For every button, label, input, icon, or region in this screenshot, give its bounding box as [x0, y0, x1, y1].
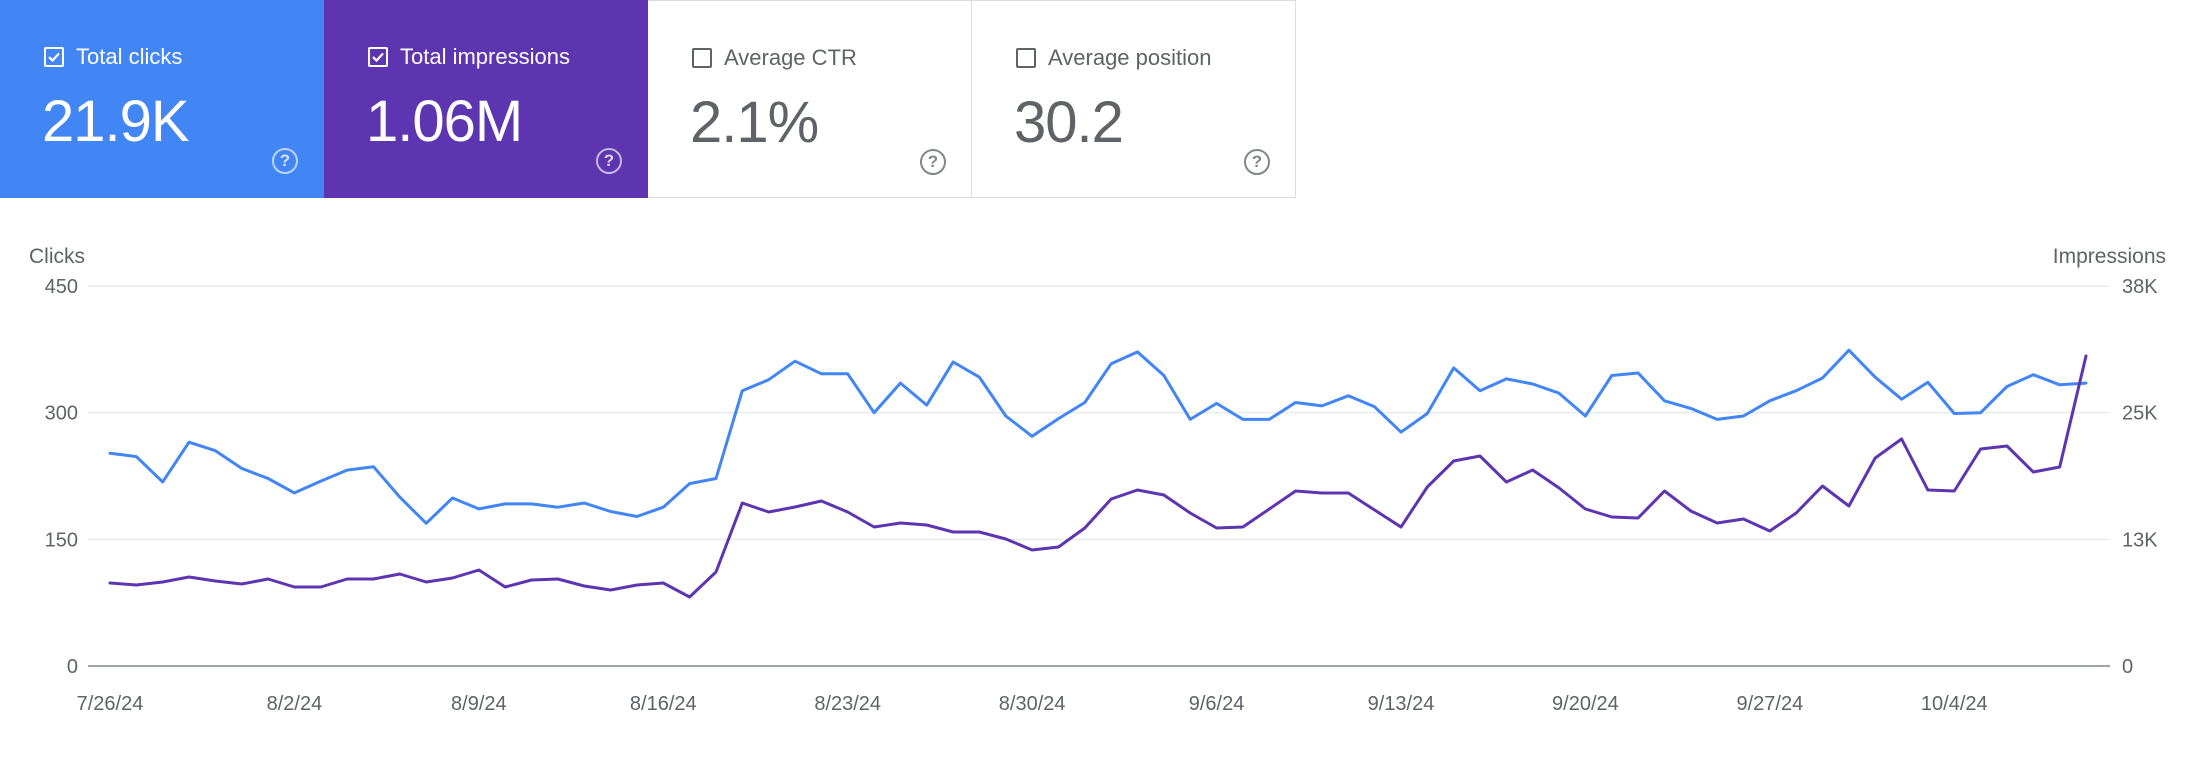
clicks-series-line[interactable]: [108, 348, 2088, 525]
card-label: Average CTR: [724, 45, 857, 70]
card-value: 21.9K: [42, 89, 190, 154]
right-tick-label: 25K: [2122, 403, 2158, 425]
help-icon[interactable]: ?: [1244, 149, 1270, 175]
x-tick-label: 8/23/24: [814, 693, 881, 715]
x-tick-label: 9/27/24: [1736, 693, 1803, 715]
card-value: 1.06M: [366, 89, 523, 154]
average-position-card[interactable]: Average position 30.2 ?: [972, 0, 1296, 198]
help-icon[interactable]: ?: [596, 148, 622, 174]
x-tick-label: 9/6/24: [1189, 693, 1245, 715]
checkbox-checked-icon[interactable]: [44, 47, 64, 67]
card-header: Average position: [1016, 45, 1212, 71]
card-label: Total impressions: [400, 44, 570, 69]
impressions-series-line[interactable]: [108, 354, 2088, 599]
left-tick-label: 150: [45, 529, 78, 551]
card-header: Total impressions: [368, 44, 570, 70]
checkbox-unchecked-icon[interactable]: [1016, 48, 1036, 68]
help-icon[interactable]: ?: [920, 149, 946, 175]
card-header: Average CTR: [692, 45, 857, 71]
x-tick-label: 8/30/24: [999, 693, 1066, 715]
help-icon[interactable]: ?: [272, 148, 298, 174]
x-tick-label: 8/2/24: [267, 693, 323, 715]
left-tick-label: 0: [67, 656, 78, 678]
total-clicks-card[interactable]: Total clicks 21.9K ?: [0, 0, 324, 198]
metric-cards: Total clicks 21.9K ? Total impressions 1…: [0, 0, 1296, 198]
right-axis-title: Impressions: [2053, 245, 2166, 268]
checkbox-checked-icon[interactable]: [368, 47, 388, 67]
x-tick-label: 8/9/24: [451, 693, 507, 715]
x-tick-label: 10/4/24: [1921, 693, 1988, 715]
card-label: Average position: [1048, 45, 1212, 70]
x-tick-label: 9/13/24: [1368, 693, 1435, 715]
total-impressions-card[interactable]: Total impressions 1.06M ?: [324, 0, 648, 198]
right-tick-label: 0: [2122, 656, 2133, 678]
average-ctr-card[interactable]: Average CTR 2.1% ?: [648, 0, 972, 198]
x-tick-label: 9/20/24: [1552, 693, 1619, 715]
x-tick-label: 8/16/24: [630, 693, 697, 715]
card-value: 30.2: [1014, 90, 1124, 155]
checkbox-unchecked-icon[interactable]: [692, 48, 712, 68]
card-value: 2.1%: [690, 90, 819, 155]
left-tick-label: 300: [45, 403, 78, 425]
left-axis-title: Clicks: [29, 245, 85, 268]
right-tick-label: 13K: [2122, 529, 2158, 551]
card-label: Total clicks: [76, 44, 183, 69]
left-tick-label: 450: [45, 276, 78, 298]
card-header: Total clicks: [44, 44, 182, 70]
right-tick-label: 38K: [2122, 276, 2158, 298]
x-tick-label: 7/26/24: [77, 693, 144, 715]
